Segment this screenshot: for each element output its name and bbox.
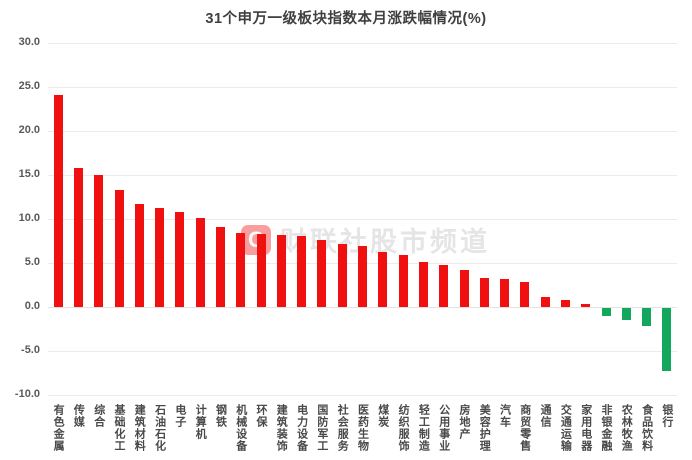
x-category-label: 基础化工 [113,404,125,452]
gridline [48,218,677,220]
x-category-label: 非银金融 [600,404,612,452]
bar-基础化工 [114,190,124,307]
bar-农林牧渔 [621,307,631,320]
x-category-label: 建筑材料 [133,404,146,452]
gridline [48,350,677,352]
x-category-label: 医药生物 [356,404,369,452]
chart-title: 31个申万一级板块指数本月涨跌幅情况(%) [205,11,487,27]
x-category-label: 建筑装饰 [275,404,288,452]
y-tick-label: 20.0 [18,124,40,137]
zero-axis-line [48,306,677,308]
bar-交通运输 [560,300,570,307]
y-tick-label: 15.0 [18,168,40,181]
x-category-label: 公用事业 [437,404,450,452]
x-category-label: 汽车 [498,404,511,428]
bar-医药生物 [358,245,367,307]
x-category-label: 交通运输 [559,404,572,452]
x-category-label: 农林牧渔 [620,404,633,452]
y-tick-label: 10.0 [18,212,40,225]
x-category-label: 计算机 [194,404,207,440]
x-category-label: 社会服务 [336,404,349,452]
bar-机械设备 [236,232,246,307]
x-category-label: 国防军工 [315,404,328,452]
bar-汽车 [500,279,509,307]
bar-非银金融 [601,307,611,317]
x-category-label: 通信 [539,404,552,428]
x-category-label: 银行 [660,404,673,428]
y-tick-label: -5.0 [21,344,40,357]
bar-计算机 [195,217,205,307]
bar-轻工制造 [418,261,428,307]
x-category-label: 美容护理 [478,404,491,452]
y-tick-label: 5.0 [24,256,40,269]
x-category-label: 电子 [173,404,186,428]
gridline [48,394,677,396]
bar-煤炭 [378,252,388,307]
bar-电力设备 [297,236,307,307]
x-category-label: 商贸零售 [518,404,531,452]
gridline [48,130,677,132]
gridline [48,174,677,176]
bar-通信 [540,296,550,307]
x-category-label: 家用电器 [579,404,592,452]
x-category-label: 有色金属 [52,404,65,452]
bar-纺织服饰 [398,254,408,307]
x-category-label: 轻工制造 [417,404,430,452]
bar-石油石化 [155,208,165,307]
x-category-label: 石油石化 [153,404,166,452]
y-tick-label: 30.0 [18,36,40,49]
bar-美容护理 [479,277,489,307]
bar-房地产 [459,269,469,307]
bar-食品饮料 [642,307,652,327]
x-category-label: 电力设备 [295,404,308,452]
bar-建筑材料 [134,203,144,307]
x-category-label: 传媒 [72,404,85,428]
x-category-label: 机械设备 [234,404,247,452]
bar-家用电器 [581,304,591,307]
bar-传媒 [73,167,83,307]
bar-银行 [662,307,672,371]
bar-公用事业 [439,265,449,307]
bar-综合 [94,174,104,307]
y-tick-label: 0.0 [24,300,40,313]
x-category-label: 综合 [92,404,105,428]
bar-商贸零售 [520,282,530,307]
bar-环保 [256,234,266,307]
bar-电子 [175,211,185,307]
x-category-label: 食品饮料 [640,404,653,452]
y-tick-label: 25.0 [18,80,40,93]
bar-国防军工 [317,239,327,307]
x-category-label: 煤炭 [376,404,389,428]
x-category-label: 钢铁 [214,404,227,428]
gridline [48,86,677,88]
bar-社会服务 [337,244,347,307]
gridline [48,42,677,44]
x-category-label: 纺织服饰 [397,404,410,452]
bar-钢铁 [216,227,225,307]
y-tick-label: -10.0 [14,388,40,401]
x-category-label: 环保 [255,404,267,428]
bar-有色金属 [53,94,63,307]
bar-建筑装饰 [276,235,286,307]
x-category-label: 房地产 [458,404,470,440]
